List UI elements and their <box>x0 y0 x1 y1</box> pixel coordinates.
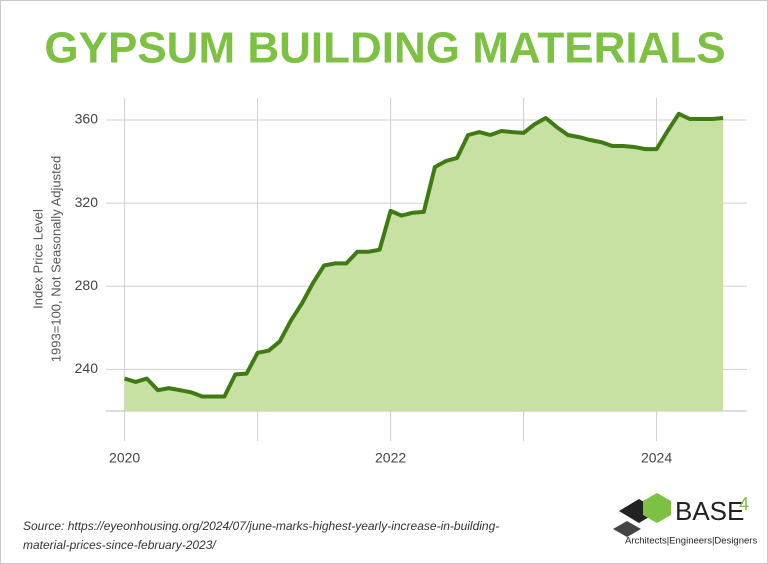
source-prefix: Source: <box>23 519 65 533</box>
x-tick-label: 2020 <box>109 450 140 466</box>
logo-tagline: Architects|Engineers|Designers <box>625 536 757 547</box>
source-text: https://eyeonhousing.org/2024/07/june-ma… <box>23 519 500 552</box>
logo-shape <box>643 493 671 523</box>
x-tick-label: 2022 <box>375 450 406 466</box>
logo-name: BASE <box>675 496 744 526</box>
logo-superscript: 4 <box>739 494 749 514</box>
y-tick-label: 280 <box>75 277 99 293</box>
x-tick-label: 2024 <box>641 450 672 466</box>
logo: BASE 4 Architects|Engineers|Designers <box>613 493 757 547</box>
line <box>124 111 724 399</box>
logo-shape <box>613 521 641 537</box>
chart-title: GYPSUM BUILDING MATERIALS <box>44 24 725 73</box>
y-tick-label: 320 <box>75 194 99 210</box>
y-tick-label: 360 <box>75 111 99 127</box>
y-axis-label: Index Price Level <box>30 209 45 309</box>
y-axis-label: 1993=100, Not Seasonally Adjusted <box>48 156 63 362</box>
area <box>124 113 724 412</box>
y-tick-label: 240 <box>75 360 99 376</box>
source: Source: https://eyeonhousing.org/2024/07… <box>23 517 543 555</box>
